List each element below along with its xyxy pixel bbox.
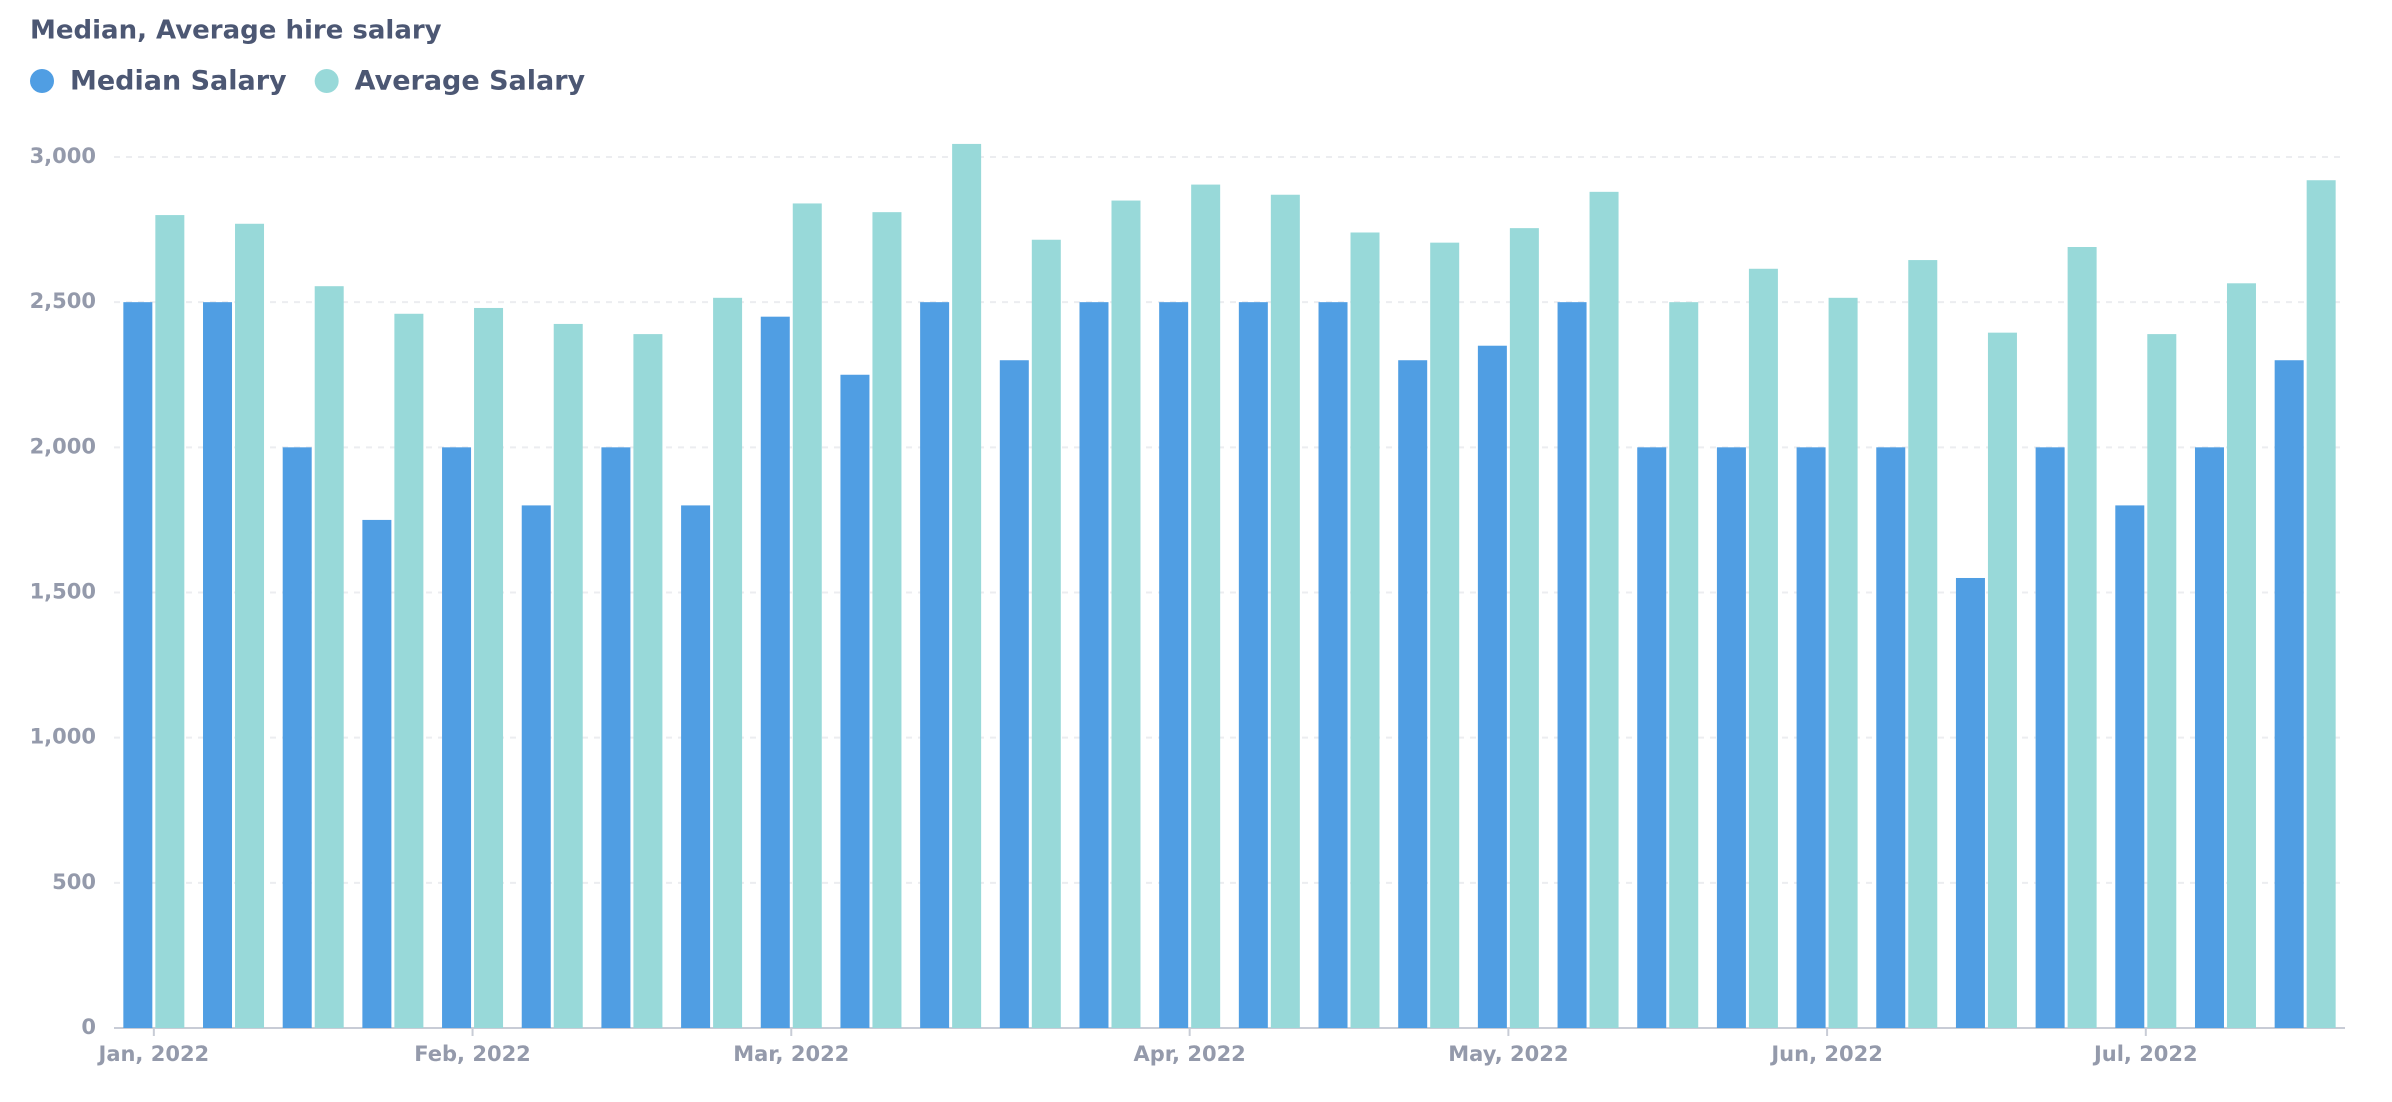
bar bbox=[1669, 302, 1699, 1029]
bar bbox=[760, 316, 790, 1028]
bar bbox=[840, 374, 870, 1028]
x-tick-label: May, 2022 bbox=[1448, 1042, 1568, 1066]
bar bbox=[394, 313, 424, 1028]
bar bbox=[1716, 447, 1746, 1028]
bar bbox=[553, 323, 583, 1029]
x-tick-label: Apr, 2022 bbox=[1134, 1042, 1246, 1066]
bar bbox=[442, 447, 472, 1028]
bar bbox=[2147, 334, 2177, 1028]
bar bbox=[1955, 577, 1985, 1028]
bar bbox=[1111, 200, 1141, 1029]
bar bbox=[2306, 180, 2336, 1028]
bar bbox=[1876, 447, 1906, 1028]
bar bbox=[681, 505, 711, 1028]
bar bbox=[1509, 228, 1539, 1029]
y-tick-label: 2,000 bbox=[30, 434, 96, 458]
bar bbox=[952, 143, 982, 1028]
bar bbox=[235, 223, 265, 1028]
bar bbox=[1828, 297, 1858, 1029]
bar bbox=[2274, 360, 2304, 1028]
y-tick-label: 3,000 bbox=[30, 144, 96, 168]
bar bbox=[314, 286, 344, 1028]
bar bbox=[203, 302, 233, 1029]
x-tick-label: Feb, 2022 bbox=[414, 1042, 531, 1066]
x-tick-label: Mar, 2022 bbox=[733, 1042, 849, 1066]
legend-label: Average Salary bbox=[355, 66, 586, 97]
bar bbox=[2226, 283, 2256, 1028]
bar bbox=[1191, 184, 1221, 1028]
bar bbox=[872, 212, 902, 1028]
legend-marker bbox=[314, 69, 339, 93]
bar bbox=[1430, 242, 1460, 1029]
y-tick-label: 500 bbox=[52, 870, 96, 894]
bar bbox=[1477, 345, 1507, 1028]
bar bbox=[999, 360, 1029, 1028]
bar bbox=[2067, 247, 2097, 1029]
bar bbox=[633, 334, 663, 1028]
bar bbox=[1350, 232, 1380, 1028]
bar bbox=[1238, 302, 1268, 1029]
bar bbox=[1987, 332, 2017, 1028]
bar bbox=[282, 447, 312, 1028]
bar bbox=[601, 447, 631, 1028]
x-tick-label: Jan, 2022 bbox=[97, 1042, 210, 1066]
y-tick-label: 1,000 bbox=[30, 725, 96, 749]
chart-title: Median, Average hire salary bbox=[30, 16, 442, 46]
bar bbox=[1079, 302, 1109, 1029]
bar bbox=[2115, 505, 2145, 1028]
bar bbox=[155, 215, 185, 1029]
bar bbox=[1159, 302, 1189, 1029]
bar bbox=[920, 302, 950, 1029]
bar bbox=[1398, 360, 1428, 1028]
bar bbox=[1796, 447, 1826, 1028]
bar bbox=[1908, 260, 1938, 1028]
y-tick-label: 0 bbox=[81, 1015, 96, 1039]
bar bbox=[521, 505, 551, 1028]
bar bbox=[474, 307, 504, 1028]
bar bbox=[1748, 268, 1778, 1028]
legend-label: Median Salary bbox=[70, 66, 287, 97]
bar bbox=[1557, 302, 1587, 1029]
bar bbox=[1318, 302, 1348, 1029]
bar bbox=[2194, 447, 2224, 1028]
bar bbox=[713, 297, 743, 1029]
bar bbox=[1637, 447, 1667, 1028]
bar bbox=[1270, 194, 1300, 1028]
bar bbox=[1589, 191, 1619, 1029]
bar bbox=[792, 203, 822, 1028]
bar bbox=[2035, 447, 2065, 1028]
legend-marker bbox=[30, 69, 54, 93]
x-tick-label: Jun, 2022 bbox=[1769, 1042, 1882, 1066]
y-tick-label: 2,500 bbox=[30, 289, 96, 313]
bar bbox=[1031, 239, 1061, 1028]
y-tick-label: 1,500 bbox=[30, 580, 96, 604]
bar bbox=[362, 519, 392, 1028]
bar bbox=[123, 302, 153, 1029]
x-tick-label: Jul, 2022 bbox=[2092, 1042, 2198, 1066]
